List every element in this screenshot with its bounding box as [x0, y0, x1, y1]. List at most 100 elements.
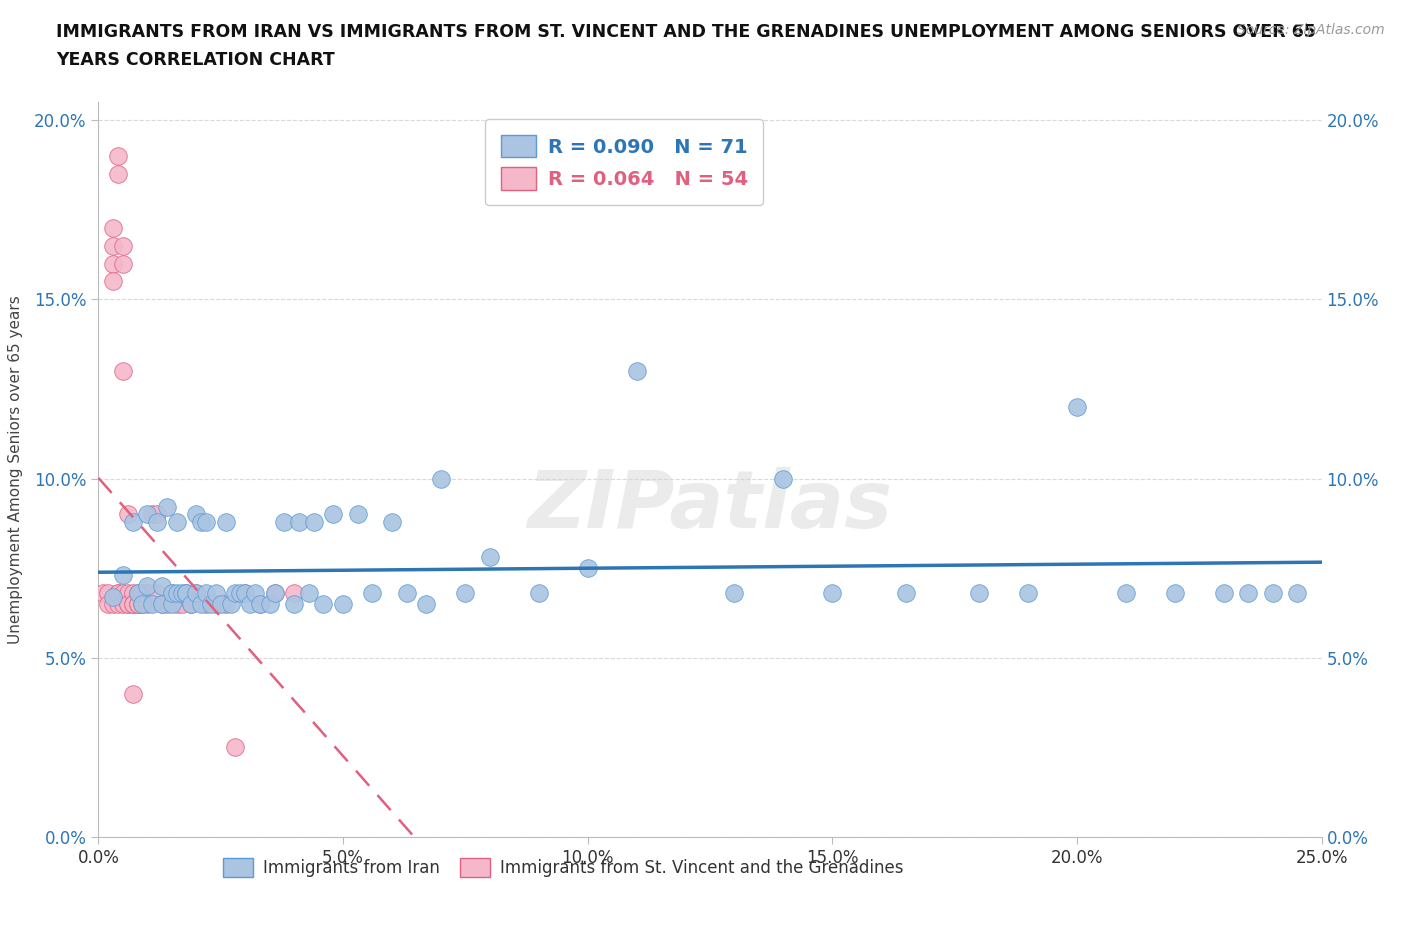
Point — [111, 597, 134, 612]
Point — [111, 586, 134, 601]
Point — [107, 586, 129, 601]
Text: Source: ZipAtlas.com: Source: ZipAtlas.com — [1237, 23, 1385, 37]
Point — [97, 586, 120, 601]
Legend: Immigrants from Iran, Immigrants from St. Vincent and the Grenadines: Immigrants from Iran, Immigrants from St… — [217, 851, 910, 884]
Point — [117, 597, 139, 612]
Point — [150, 597, 173, 612]
Point — [190, 514, 212, 529]
Point — [967, 586, 990, 601]
Point — [150, 578, 173, 593]
Point — [273, 514, 295, 529]
Point — [121, 597, 143, 612]
Point — [136, 586, 159, 601]
Point — [263, 586, 285, 601]
Point — [224, 740, 246, 755]
Point — [239, 597, 262, 612]
Point — [160, 597, 183, 612]
Point — [146, 514, 169, 529]
Point — [283, 586, 305, 601]
Point — [107, 586, 129, 601]
Y-axis label: Unemployment Among Seniors over 65 years: Unemployment Among Seniors over 65 years — [8, 296, 22, 644]
Point — [415, 597, 437, 612]
Point — [121, 586, 143, 601]
Point — [772, 472, 794, 486]
Text: ZIPatlas: ZIPatlas — [527, 468, 893, 545]
Point — [136, 597, 159, 612]
Point — [190, 597, 212, 612]
Point — [249, 597, 271, 612]
Point — [1261, 586, 1284, 601]
Point — [146, 586, 169, 601]
Point — [117, 586, 139, 601]
Point — [478, 550, 501, 565]
Point — [576, 561, 599, 576]
Point — [127, 597, 149, 612]
Point — [101, 238, 124, 253]
Point — [156, 499, 179, 514]
Point — [107, 166, 129, 181]
Point — [1286, 586, 1309, 601]
Point — [117, 507, 139, 522]
Point — [1164, 586, 1187, 601]
Text: YEARS CORRELATION CHART: YEARS CORRELATION CHART — [56, 51, 335, 69]
Point — [166, 586, 188, 601]
Point — [298, 586, 321, 601]
Point — [101, 256, 124, 271]
Point — [527, 586, 550, 601]
Point — [127, 586, 149, 601]
Point — [195, 586, 218, 601]
Point — [141, 586, 163, 601]
Point — [131, 597, 153, 612]
Point — [150, 597, 173, 612]
Point — [454, 586, 477, 601]
Point — [101, 597, 124, 612]
Point — [131, 586, 153, 601]
Point — [821, 586, 844, 601]
Point — [111, 256, 134, 271]
Point — [111, 568, 134, 583]
Point — [166, 597, 188, 612]
Point — [136, 507, 159, 522]
Point — [430, 472, 453, 486]
Point — [346, 507, 368, 522]
Point — [214, 597, 236, 612]
Point — [205, 597, 228, 612]
Point — [361, 586, 384, 601]
Point — [229, 586, 252, 601]
Point — [101, 220, 124, 235]
Point — [186, 586, 208, 601]
Point — [141, 507, 163, 522]
Point — [395, 586, 418, 601]
Point — [195, 597, 218, 612]
Point — [322, 507, 344, 522]
Point — [180, 597, 202, 612]
Point — [91, 586, 114, 601]
Point — [205, 586, 228, 601]
Point — [170, 586, 193, 601]
Point — [176, 586, 198, 601]
Point — [1237, 586, 1260, 601]
Point — [156, 597, 179, 612]
Point — [332, 597, 354, 612]
Point — [107, 149, 129, 164]
Point — [259, 597, 281, 612]
Point — [176, 586, 198, 601]
Point — [1212, 586, 1234, 601]
Point — [111, 238, 134, 253]
Point — [723, 586, 745, 601]
Point — [302, 514, 325, 529]
Point — [233, 586, 256, 601]
Text: IMMIGRANTS FROM IRAN VS IMMIGRANTS FROM ST. VINCENT AND THE GRENADINES UNEMPLOYM: IMMIGRANTS FROM IRAN VS IMMIGRANTS FROM … — [56, 23, 1316, 41]
Point — [249, 597, 271, 612]
Point — [166, 514, 188, 529]
Point — [1066, 400, 1088, 415]
Point — [219, 597, 242, 612]
Point — [107, 597, 129, 612]
Point — [146, 507, 169, 522]
Point — [288, 514, 311, 529]
Point — [224, 586, 246, 601]
Point — [160, 586, 183, 601]
Point — [121, 514, 143, 529]
Point — [160, 586, 183, 601]
Point — [136, 578, 159, 593]
